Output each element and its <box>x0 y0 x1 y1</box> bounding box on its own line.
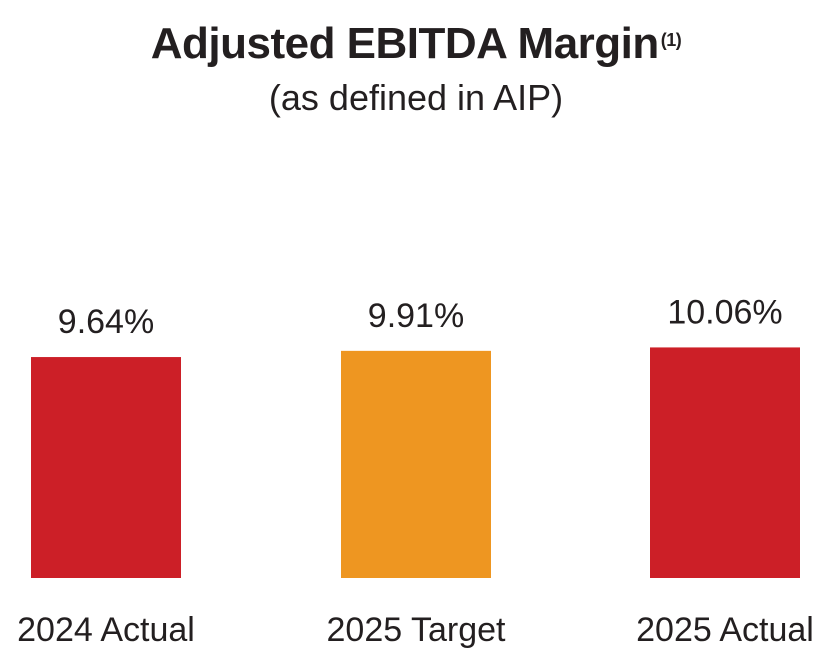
chart-title-text: Adjusted EBITDA Margin <box>150 19 660 68</box>
chart-title: Adjusted EBITDA Margin (1) <box>0 14 832 74</box>
category-label-2: 2025 Target <box>327 611 507 649</box>
bar-2 <box>341 350 491 578</box>
chart-subtitle: (as defined in AIP) <box>268 77 564 118</box>
data-label-3: 10.06% <box>667 293 782 331</box>
bar-1 <box>31 357 181 578</box>
title-footnote-marker: (1) <box>660 30 682 50</box>
category-label-3: 2025 Actual <box>636 611 814 649</box>
data-label-2: 9.91% <box>368 297 464 335</box>
data-label-1: 9.64% <box>58 303 154 341</box>
bar-3 <box>650 347 800 578</box>
category-label-1: 2024 Actual <box>17 611 195 649</box>
